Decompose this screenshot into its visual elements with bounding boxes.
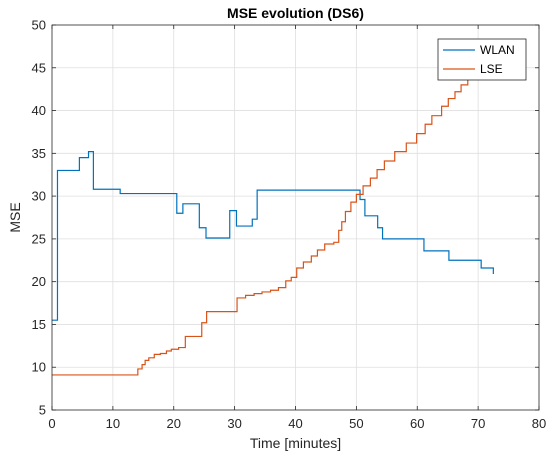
tick-labels: 0 10 20 30 40 50 60 70 80 5 10 15 20 25 30 35 40 45 50	[32, 18, 547, 432]
x-axis-label: Time [minutes]	[250, 435, 341, 451]
y-tick-label: 30	[32, 189, 46, 204]
x-tick-label: 10	[106, 416, 120, 431]
x-tick-label: 80	[532, 416, 546, 431]
legend-box	[437, 38, 527, 81]
y-tick-label: 15	[32, 317, 46, 332]
tick-marks	[51, 24, 540, 411]
y-tick-label: 25	[32, 231, 46, 246]
x-tick-label: 20	[167, 416, 181, 431]
series-line-wlan	[52, 151, 494, 321]
x-tick-label: 60	[410, 416, 424, 431]
y-tick-label: 20	[32, 274, 46, 289]
series-layer	[52, 62, 494, 376]
legend-label-lse: LSE	[480, 62, 503, 76]
y-tick-label: 40	[32, 103, 46, 118]
x-tick-label: 50	[349, 416, 363, 431]
chart-title: MSE evolution (DS6)	[227, 5, 364, 21]
x-tick-label: 40	[288, 416, 302, 431]
y-tick-label: 10	[32, 360, 46, 375]
x-tick-label: 30	[227, 416, 241, 431]
y-tick-label: 50	[32, 18, 46, 33]
grid-lines	[52, 25, 539, 410]
legend: WLAN LSE	[437, 38, 527, 81]
y-tick-label: 35	[32, 146, 46, 161]
x-tick-label: 0	[48, 416, 55, 431]
legend-label-wlan: WLAN	[480, 43, 515, 57]
y-tick-label: 45	[32, 60, 46, 75]
x-tick-label: 70	[471, 416, 485, 431]
y-axis-label: MSE	[7, 202, 23, 232]
y-tick-label: 5	[39, 403, 46, 418]
series-line-lse	[52, 62, 487, 376]
